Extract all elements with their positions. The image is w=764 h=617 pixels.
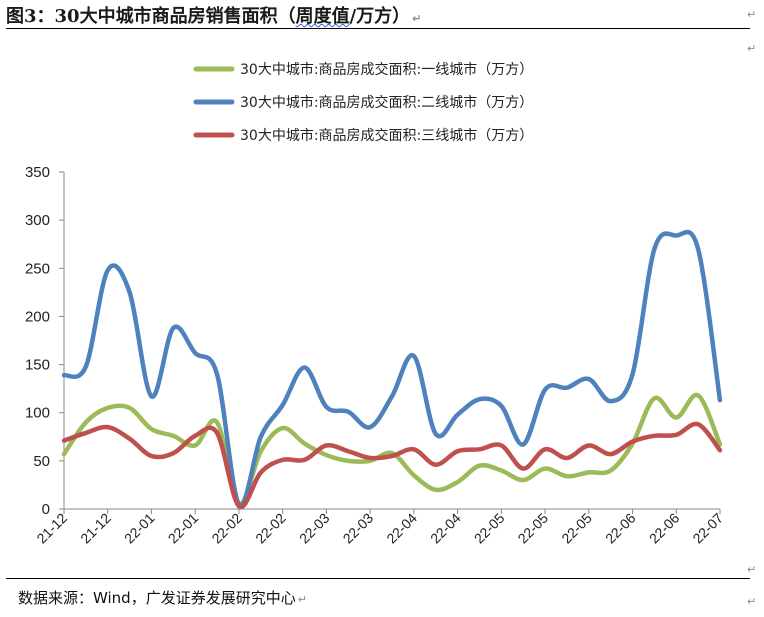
series-line [61,229,723,508]
paragraph-mark-icon: ↵ [412,12,422,25]
source-note: 数据来源：Wind，广发证券发展研究中心 ↵ [18,587,307,608]
paragraph-mark-icon: ↵ [747,563,757,576]
x-tick-label: 22-01 [121,510,158,547]
x-tick-label: 21-12 [33,510,70,547]
x-tick-label: 22-03 [296,510,333,547]
x-tick-label: 22-01 [165,510,202,547]
paragraph-mark-icon: ↵ [747,8,757,21]
y-tick-label: 100 [25,405,50,422]
x-tick-label: 22-04 [383,510,420,547]
y-tick-label: 350 [25,164,50,181]
y-tick-label: 250 [25,260,50,277]
bottom-rule [6,578,750,579]
paragraph-mark-icon: ↵ [747,595,757,608]
source-text: 数据来源：Wind，广发证券发展研究中心 [18,589,296,607]
x-tick-label: 21-12 [77,510,114,547]
y-tick-label: 150 [25,357,50,374]
x-tick-label: 22-02 [252,510,289,547]
legend-label: 30大中城市:商品房成交面积:二线城市（万方） [240,94,533,111]
series-line [61,421,723,510]
x-tick-label: 22-05 [471,510,508,547]
x-tick-label: 22-06 [646,510,683,547]
paragraph-mark-icon: ↵ [747,42,757,55]
y-tick-label: 50 [33,453,50,470]
title-underlined: 周度值 [295,6,350,27]
x-tick-label: 22-03 [340,510,377,547]
y-tick-label: 300 [25,212,50,229]
top-rule [6,28,750,29]
title-tail: /万方） [349,6,411,27]
legend-label: 30大中城市:商品房成交面积:三线城市（万方） [240,127,533,144]
x-tick-label: 22-07 [689,510,726,547]
y-tick-label: 200 [25,308,50,325]
paragraph-mark-icon: ↵ [297,593,307,606]
x-tick-label: 22-04 [427,510,464,547]
series-line [61,392,723,507]
legend-label: 30大中城市:商品房成交面积:一线城市（万方） [240,61,533,78]
x-tick-label: 22-05 [515,510,552,547]
x-tick-label: 22-02 [208,510,245,547]
chart-title: 图3：30大中城市商品房销售面积（周度值/万方） ↵ [6,2,421,28]
title-main: 图3：30大中城市商品房销售面积（ [6,6,296,27]
x-tick-label: 22-06 [602,510,639,547]
y-tick-label: 0 [42,501,50,518]
x-tick-label: 22-05 [558,510,595,547]
